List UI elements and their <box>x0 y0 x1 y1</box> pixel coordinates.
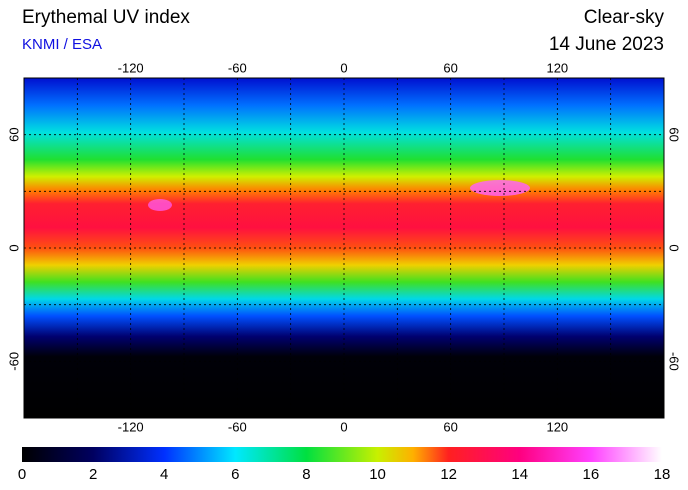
colorbar-tick-label: 0 <box>18 466 26 483</box>
lon-tick-label-bottom: 120 <box>546 419 568 434</box>
colorbar-tick-label: 16 <box>583 466 600 483</box>
colorbar-tick-label: 2 <box>89 466 97 483</box>
map-frame <box>23 77 665 419</box>
colorbar-tick-label: 10 <box>369 466 386 483</box>
lon-tick-label-top: -120 <box>118 60 144 75</box>
uv-peak-tibet <box>470 180 530 196</box>
lon-tick-label-bottom: -60 <box>228 419 247 434</box>
lat-tick-label-left: -60 <box>6 352 21 371</box>
colorbar-tick-label: 14 <box>511 466 528 483</box>
lat-tick-label-left: 0 <box>6 244 21 251</box>
lon-tick-label-bottom: 0 <box>340 419 347 434</box>
lon-tick-label-bottom: 60 <box>443 419 457 434</box>
colorbar-tick-label: 6 <box>231 466 239 483</box>
lat-tick-label-right: 60 <box>667 127 682 141</box>
uv-peak-mexico <box>148 199 172 211</box>
date: 14 June 2023 <box>549 34 664 55</box>
lon-tick-label-bottom: -120 <box>118 419 144 434</box>
colorbar-tick-label: 4 <box>160 466 168 483</box>
colorbar-tick-label: 18 <box>654 466 671 483</box>
colorbar-tick-label: 12 <box>440 466 457 483</box>
colorbar <box>22 447 662 462</box>
lon-tick-label-top: 0 <box>340 60 347 75</box>
lat-tick-label-right: -60 <box>667 352 682 371</box>
lon-tick-label-top: 120 <box>546 60 568 75</box>
lat-tick-label-right: 0 <box>667 244 682 251</box>
title: Erythemal UV index <box>22 7 190 28</box>
lat-tick-label-left: 60 <box>6 127 21 141</box>
condition: Clear-sky <box>584 7 665 28</box>
source: KNMI / ESA <box>22 36 102 53</box>
lon-tick-label-top: 60 <box>443 60 457 75</box>
lon-tick-label-top: -60 <box>228 60 247 75</box>
colorbar-tick-label: 8 <box>302 466 310 483</box>
